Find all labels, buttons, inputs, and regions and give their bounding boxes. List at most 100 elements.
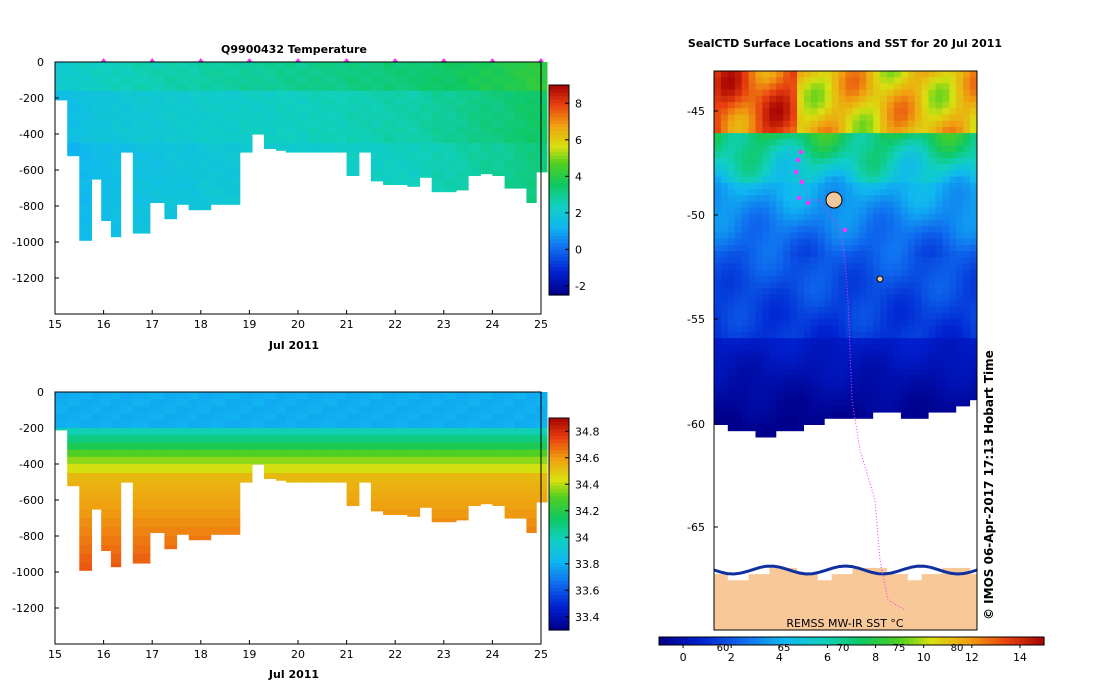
- sst-cell: [942, 232, 950, 240]
- sst-cell: [783, 574, 791, 581]
- colorbar-band: [549, 197, 569, 202]
- sst-cell: [790, 580, 798, 587]
- sst-cell: [852, 425, 860, 432]
- sst-cell: [769, 586, 777, 594]
- sst-cell: [963, 431, 971, 438]
- sst-cell: [866, 406, 874, 414]
- sst-cell: [748, 456, 756, 463]
- profile-cell: [225, 500, 241, 510]
- sst-cell: [914, 512, 923, 519]
- sst-cell: [776, 126, 784, 134]
- sst-cell: [859, 77, 867, 84]
- colorbar-band: [549, 190, 569, 195]
- sst-cell: [824, 226, 833, 233]
- sst-cell: [852, 201, 860, 209]
- profile-cell: [251, 62, 265, 70]
- profile-cell: [480, 83, 494, 92]
- sst-cell: [720, 375, 729, 382]
- sst-cell: [893, 145, 902, 153]
- sst-cell: [907, 102, 916, 109]
- sst-cell: [817, 443, 826, 451]
- sst-cell: [797, 213, 805, 221]
- sst-cell: [810, 487, 819, 494]
- sst-cell: [866, 189, 874, 196]
- sst-cell: [727, 592, 736, 600]
- sst-cell: [873, 549, 881, 556]
- sst-cell: [755, 251, 763, 258]
- profile-cell: [370, 442, 384, 451]
- sst-cell: [866, 83, 874, 91]
- profile-cell: [198, 62, 212, 70]
- sst-cell: [838, 356, 846, 364]
- profile-cell: [110, 119, 122, 128]
- sst-cell: [734, 220, 743, 227]
- sst-cell: [893, 623, 902, 631]
- sst-cell: [714, 120, 722, 128]
- profile-cell: [176, 152, 190, 162]
- profile-cell: [239, 449, 253, 458]
- profile-cell: [120, 112, 134, 121]
- sst-cell: [810, 232, 819, 240]
- sst-cell: [970, 120, 978, 128]
- sst-cell: [776, 102, 784, 109]
- sst-cell: [914, 468, 923, 476]
- sst-cell: [928, 139, 936, 146]
- sst-cell: [783, 120, 791, 128]
- profile-cell: [295, 69, 309, 77]
- sst-cell: [852, 512, 860, 519]
- sst-cell: [852, 617, 860, 625]
- sst-cell: [748, 561, 756, 569]
- sst-cell: [831, 176, 840, 184]
- sst-cell: [921, 220, 929, 227]
- profile-cell: [492, 112, 506, 121]
- profile-cell: [383, 76, 396, 85]
- sst-cell: [734, 431, 743, 438]
- sst-cell: [956, 443, 964, 451]
- sst-cell: [907, 394, 916, 401]
- sst-cell: [769, 282, 777, 289]
- sst-cell: [921, 164, 929, 171]
- sst-cell: [893, 474, 902, 482]
- profile-cell: [307, 143, 323, 153]
- profile-cell: [188, 428, 199, 436]
- sst-cell: [852, 530, 860, 538]
- sst-cell: [720, 213, 729, 221]
- profile-cell: [198, 482, 212, 492]
- sst-cell: [727, 580, 736, 587]
- profile-cell: [504, 83, 515, 92]
- profile-cell: [198, 527, 212, 537]
- sst-cell: [921, 319, 929, 327]
- sst-cell: [790, 300, 798, 308]
- sst-cell: [852, 282, 860, 289]
- sst-cell: [866, 71, 874, 78]
- x-tick-label: 24: [485, 318, 499, 331]
- colorbar-band: [549, 502, 569, 507]
- sst-cell: [824, 480, 833, 488]
- profile-cell: [383, 473, 396, 483]
- profile-cell: [149, 442, 165, 451]
- sst-cell: [963, 182, 971, 190]
- sst-cell: [852, 592, 860, 600]
- sst-cell: [734, 462, 743, 469]
- profile-cell: [91, 134, 102, 144]
- sst-cell: [783, 356, 791, 364]
- sst-cell: [935, 518, 943, 525]
- sst-cell: [720, 598, 729, 606]
- profile-cell: [295, 98, 309, 106]
- sst-cell: [970, 145, 978, 153]
- profile-cell: [225, 83, 241, 92]
- profile-cell: [149, 126, 165, 135]
- sst-cell: [810, 356, 819, 364]
- sst-cell: [817, 158, 826, 165]
- sst-cell: [762, 139, 770, 146]
- sst-cell: [949, 524, 957, 532]
- profile-cell: [132, 527, 151, 537]
- sst-cell: [790, 220, 798, 227]
- profile-cell: [164, 482, 178, 492]
- profile-cell: [545, 399, 548, 407]
- sst-cell: [755, 462, 763, 469]
- sst-cell: [907, 238, 916, 246]
- sst-cell: [838, 102, 846, 109]
- sst-cell: [762, 543, 770, 550]
- sst-cell: [900, 269, 909, 277]
